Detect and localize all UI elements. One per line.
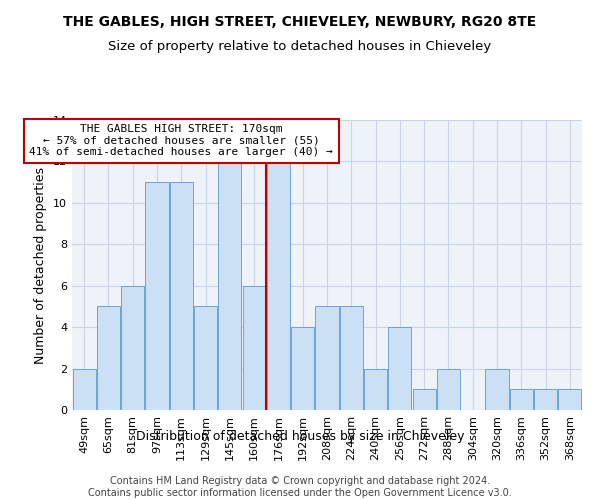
Bar [170,182,193,410]
Bar [242,286,266,410]
Text: Size of property relative to detached houses in Chieveley: Size of property relative to detached ho… [109,40,491,53]
Bar [510,390,533,410]
Bar [534,390,557,410]
Text: Distribution of detached houses by size in Chieveley: Distribution of detached houses by size … [136,430,464,443]
Bar [316,306,338,410]
Bar [364,368,387,410]
Bar [73,368,95,410]
Bar [218,162,241,410]
Bar [194,306,217,410]
Y-axis label: Number of detached properties: Number of detached properties [34,166,47,364]
Text: Contains HM Land Registry data © Crown copyright and database right 2024.
Contai: Contains HM Land Registry data © Crown c… [88,476,512,498]
Bar [485,368,509,410]
Text: THE GABLES HIGH STREET: 170sqm
← 57% of detached houses are smaller (55)
41% of : THE GABLES HIGH STREET: 170sqm ← 57% of … [29,124,333,158]
Bar [97,306,120,410]
Bar [121,286,144,410]
Bar [340,306,363,410]
Bar [145,182,169,410]
Bar [388,327,412,410]
Bar [413,390,436,410]
Text: THE GABLES, HIGH STREET, CHIEVELEY, NEWBURY, RG20 8TE: THE GABLES, HIGH STREET, CHIEVELEY, NEWB… [64,15,536,29]
Bar [559,390,581,410]
Bar [437,368,460,410]
Bar [267,162,290,410]
Bar [291,327,314,410]
